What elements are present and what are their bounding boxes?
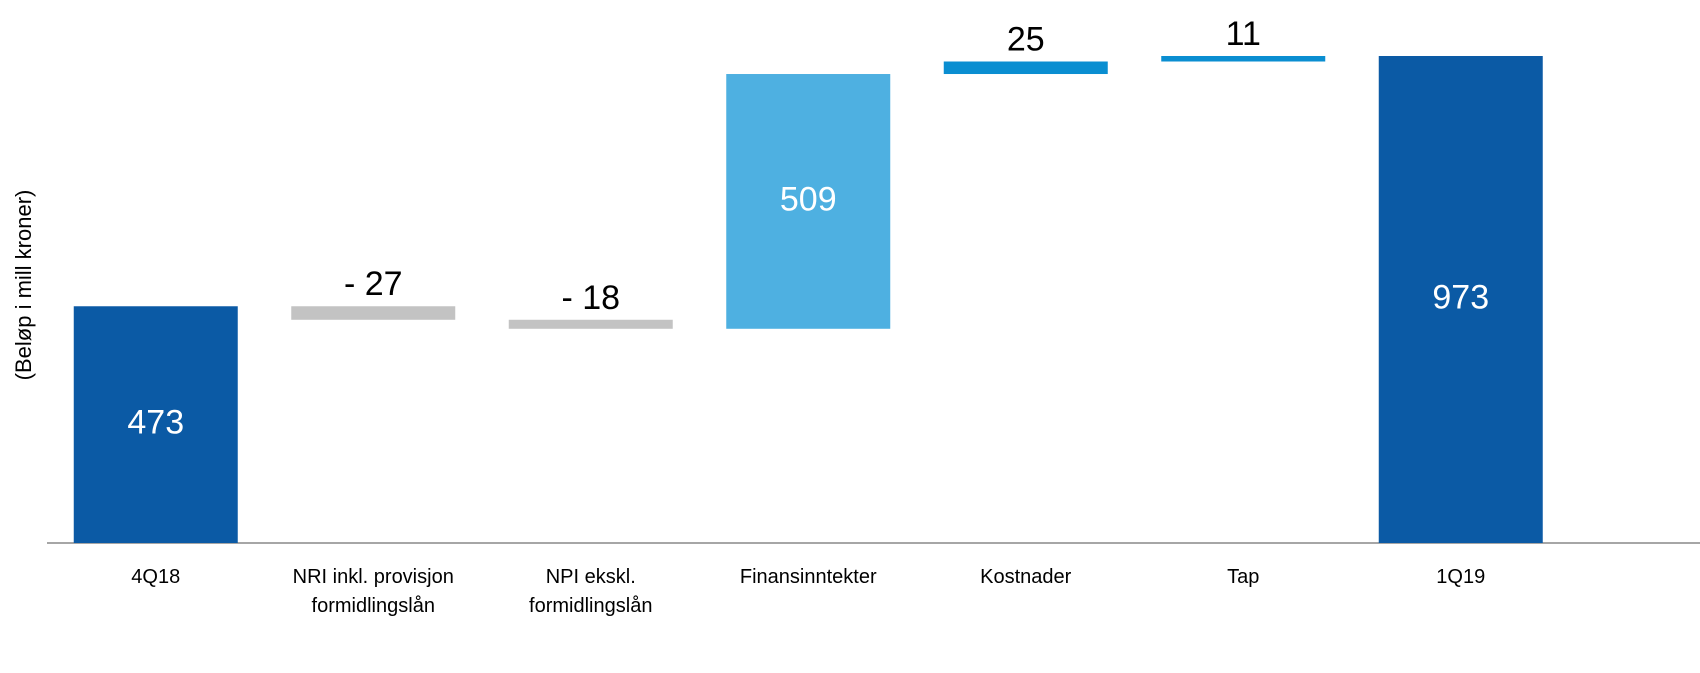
bar [291, 306, 456, 320]
bar [726, 74, 891, 329]
x-tick-label: Finansinntekter [739, 566, 877, 588]
value-label: - 27 [344, 265, 403, 303]
value-label: 11 [1226, 15, 1261, 53]
x-tick-label: NPI ekskl. formidlingslån [529, 566, 653, 617]
bar [73, 306, 238, 543]
x-tick-label: 1Q19 [1436, 566, 1486, 588]
value-label: - 18 [561, 279, 620, 317]
value-label: 509 [780, 180, 837, 218]
value-label: 473 [127, 404, 184, 442]
bar [1161, 56, 1326, 62]
x-tick-label: NRI inkl. provisjon formidlingslån [292, 566, 454, 617]
bar [1378, 56, 1543, 543]
x-tick-label: 4Q18 [131, 566, 181, 588]
value-label: 973 [1432, 278, 1489, 316]
x-tick-label: Tap [1227, 566, 1260, 588]
bar [508, 319, 673, 329]
bar [943, 61, 1108, 75]
value-label: 25 [1007, 20, 1045, 58]
y-axis-label: (Beløp i mill kroner) [11, 190, 36, 381]
x-tick-label: Kostnader [980, 566, 1072, 588]
